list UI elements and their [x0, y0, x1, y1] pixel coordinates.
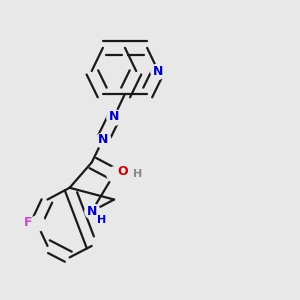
Text: O: O	[118, 165, 128, 178]
Text: N: N	[86, 205, 97, 218]
Text: F: F	[24, 216, 33, 229]
Text: N: N	[98, 133, 108, 146]
Text: N: N	[153, 64, 164, 77]
Text: H: H	[97, 215, 106, 225]
Text: H: H	[133, 169, 142, 179]
Text: N: N	[109, 110, 119, 123]
